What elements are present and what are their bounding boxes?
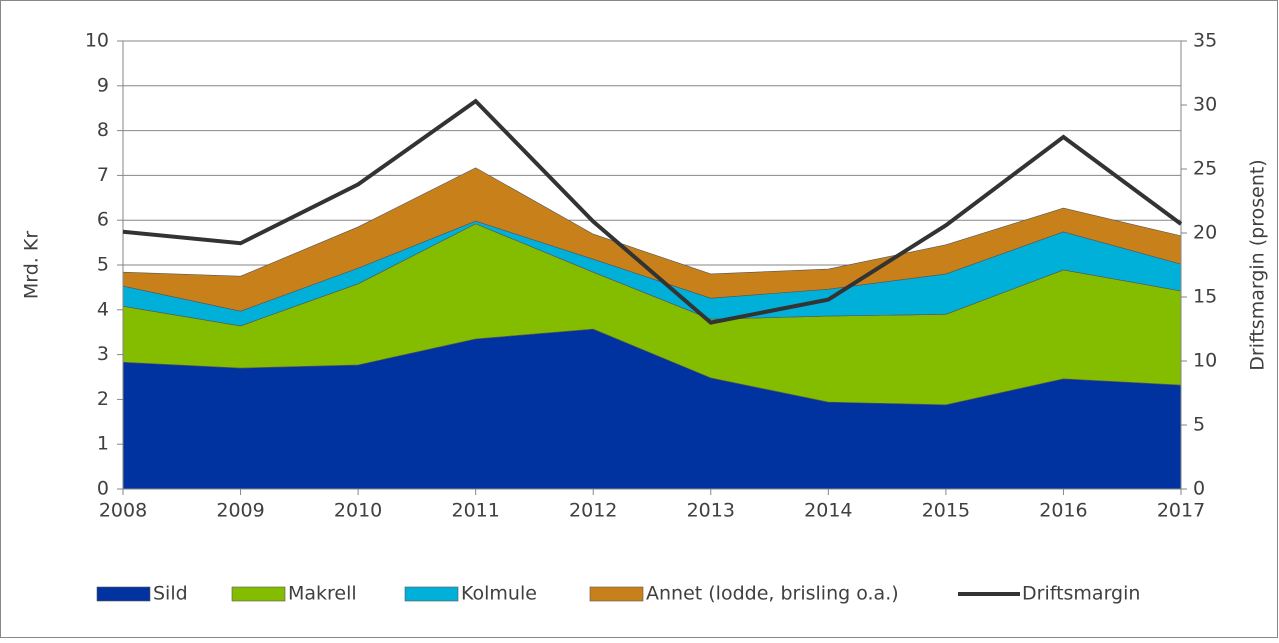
y-tick-label: 5	[97, 254, 109, 276]
legend-swatch	[404, 586, 459, 602]
y-tick-label: 0	[97, 478, 109, 500]
x-tick-label: 2010	[334, 500, 382, 522]
x-tick-label: 2014	[804, 500, 852, 522]
y-tick-label: 9	[97, 74, 109, 96]
y-tick-label: 10	[85, 30, 109, 52]
y2-axis-label: Driftsmargin (prosent)	[1247, 159, 1269, 370]
legend-swatch	[231, 586, 286, 602]
legend-label: Sild	[153, 583, 188, 605]
y2-tick-label: 15	[1193, 286, 1217, 308]
legend-label: Driftsmargin	[1022, 583, 1140, 605]
y-tick-label: 6	[97, 209, 109, 231]
legend-swatch	[96, 586, 151, 602]
x-tick-label: 2012	[569, 500, 617, 522]
line	[122, 98, 1183, 325]
legend-label: Kolmule	[461, 583, 537, 605]
x-tick-label: 2009	[216, 500, 264, 522]
y-tick-label: 7	[97, 164, 109, 186]
x-tick-label: 2017	[1157, 500, 1205, 522]
x-tick-label: 2016	[1039, 500, 1087, 522]
y2-tick-label: 0	[1193, 478, 1205, 500]
x-tick-label: 2008	[99, 500, 147, 522]
x-tick-label: 2011	[451, 500, 499, 522]
y-axis-label: Mrd. Kr	[21, 231, 43, 299]
y2-tick-label: 35	[1193, 30, 1217, 52]
y-tick-label: 1	[97, 433, 109, 455]
y-tick-label: 4	[97, 298, 109, 320]
y-tick-label: 8	[97, 119, 109, 141]
legend-label: Annet (lodde, brisling o.a.)	[646, 583, 899, 605]
x-tick-label: 2015	[922, 500, 970, 522]
y2-tick-label: 30	[1193, 94, 1217, 116]
y2-tick-label: 25	[1193, 158, 1217, 180]
y2-tick-label: 20	[1193, 222, 1217, 244]
y2-tick-label: 5	[1193, 414, 1205, 436]
x-tick-label: 2013	[687, 500, 735, 522]
legend-label: Makrell	[288, 583, 357, 605]
y-tick-label: 3	[97, 343, 109, 365]
y2-tick-label: 10	[1193, 350, 1217, 372]
y-tick-label: 2	[97, 388, 109, 410]
legend-swatch	[589, 586, 644, 602]
